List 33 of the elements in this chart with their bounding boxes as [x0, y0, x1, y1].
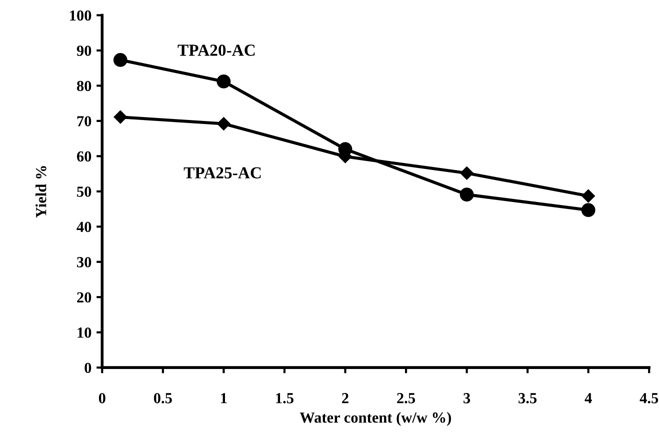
point [113, 53, 128, 67]
point [460, 188, 474, 202]
point [216, 74, 231, 88]
y-tick-label: 60 [76, 151, 92, 162]
y-tick-label: 90 [76, 46, 92, 56]
y-axis-title: Yield % [36, 166, 46, 218]
point [582, 189, 595, 203]
y-tick-label: 70 [77, 116, 92, 126]
y-tick-label: 0 [84, 362, 92, 374]
y-tick-label: 100 [70, 10, 92, 21]
y-tick-label: 20 [77, 292, 92, 303]
point [114, 110, 127, 124]
series-label: TPA25-AC [184, 167, 261, 178]
x-tick-label: 0 [98, 393, 106, 404]
x-tick-label: 4.5 [640, 393, 658, 404]
series-label: TPA20-AC [178, 44, 255, 56]
y-tick-label: 80 [76, 80, 92, 92]
x-tick-label: 1 [221, 393, 227, 404]
x-tick-label: 2.5 [397, 393, 416, 404]
point [460, 166, 474, 180]
x-tick-label: 2 [342, 393, 348, 404]
point [217, 117, 230, 130]
point [581, 203, 596, 218]
x-axis-title: Water content (w/w %) [300, 412, 451, 426]
x-tick-label: 3 [464, 393, 470, 404]
y-tick-label: 40 [76, 222, 92, 232]
y-tick-label: 10 [78, 327, 92, 338]
x-tick-label: 0.5 [154, 393, 172, 404]
y-tick-label: 30 [77, 257, 92, 268]
x-tick-label: 4 [584, 393, 592, 404]
x-tick-label: 1.5 [276, 393, 294, 404]
y-tick-label: 50 [77, 186, 92, 197]
x-tick-label: 3.5 [518, 393, 537, 404]
